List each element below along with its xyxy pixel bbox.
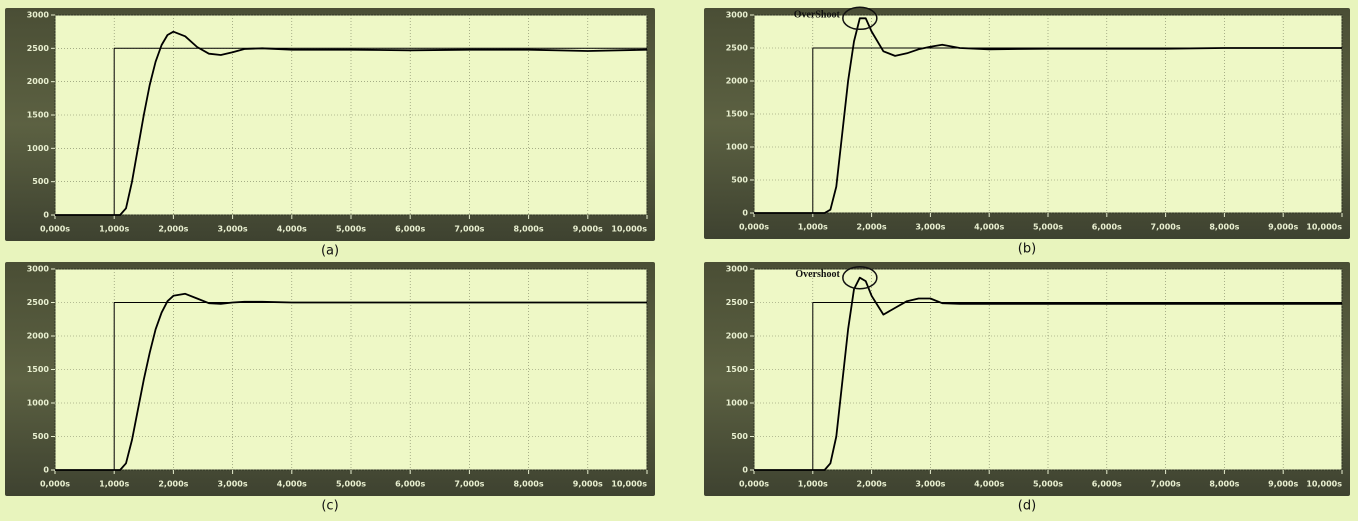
x-tick-label: 5,000s (1033, 223, 1063, 232)
x-tick-label: 10,000s (1306, 223, 1342, 232)
x-tick-label: 9,000s (1268, 223, 1298, 232)
x-tick-label: 2,000s (857, 223, 887, 232)
x-tick-label: 8,000s (1209, 480, 1239, 489)
annotation: Overshoot (795, 269, 840, 280)
x-tick-label: 5,000s (336, 225, 366, 234)
y-tick-label: 3000 (726, 11, 749, 20)
x-tick-label: 6,000s (395, 225, 425, 234)
x-tick-label: 2,000s (158, 225, 188, 234)
x-tick-label: 8,000s (1209, 223, 1239, 232)
x-tick-label: 0,000s (40, 480, 70, 489)
y-tick-label: 2500 (726, 298, 749, 307)
y-tick-label: 1000 (27, 399, 50, 408)
x-tick-label: 7,000s (1151, 223, 1181, 232)
series-line (754, 276, 1342, 471)
series-line (55, 47, 647, 216)
x-tick-label: 0,000s (40, 225, 70, 234)
y-tick-label: 1500 (726, 110, 749, 119)
y-tick-label: 2000 (726, 332, 749, 341)
x-tick-label: 0,000s (739, 480, 769, 489)
y-tick-label: 0 (742, 466, 748, 475)
y-tick-label: 500 (731, 432, 748, 441)
x-tick-label: 6,000s (1092, 480, 1122, 489)
y-tick-label: 1500 (726, 365, 749, 374)
x-tick-label: 9,000s (573, 480, 603, 489)
caption: (d) (1018, 499, 1036, 514)
x-tick-label: 7,000s (1151, 480, 1181, 489)
x-tick-label: 8,000s (514, 480, 544, 489)
y-tick-label: 2000 (27, 77, 50, 86)
x-tick-label: 4,000s (974, 480, 1004, 489)
x-tick-label: 1,000s (798, 223, 828, 232)
x-tick-label: 3,000s (915, 480, 945, 489)
x-tick-label: 4,000s (974, 223, 1004, 232)
y-tick-label: 1000 (726, 143, 749, 152)
series-line (754, 302, 1342, 471)
x-tick-label: 9,000s (573, 225, 603, 234)
x-tick-label: 3,000s (915, 223, 945, 232)
x-tick-label: 3,000s (218, 480, 248, 489)
x-tick-label: 10,000s (1306, 480, 1342, 489)
y-tick-label: 2500 (726, 44, 749, 53)
y-tick-label: 1000 (726, 399, 749, 408)
y-tick-label: 1000 (27, 144, 50, 153)
y-tick-label: 500 (32, 177, 49, 186)
series-line (55, 30, 648, 216)
annotation-ellipse (842, 265, 878, 290)
y-tick-label: 0 (43, 466, 49, 475)
series-line (754, 17, 1342, 214)
y-tick-label: 2000 (27, 332, 50, 341)
x-tick-label: 1,000s (99, 225, 129, 234)
x-tick-label: 2,000s (158, 480, 188, 489)
y-tick-label: 0 (742, 209, 748, 218)
x-tick-label: 3,000s (218, 225, 248, 234)
caption: (c) (321, 499, 338, 514)
y-tick-label: 2500 (27, 44, 50, 53)
y-tick-label: 0 (43, 211, 49, 220)
caption: (a) (321, 244, 339, 259)
series-line (55, 292, 647, 471)
x-tick-label: 6,000s (395, 480, 425, 489)
caption: (b) (1018, 242, 1036, 257)
annotation-ellipse (842, 6, 878, 31)
x-tick-label: 6,000s (1092, 223, 1122, 232)
x-tick-label: 4,000s (277, 480, 307, 489)
y-tick-label: 2000 (726, 77, 749, 86)
x-tick-label: 1,000s (798, 480, 828, 489)
x-tick-label: 1,000s (99, 480, 129, 489)
x-tick-label: 10,000s (611, 225, 647, 234)
x-tick-label: 10,000s (611, 480, 647, 489)
y-tick-label: 500 (32, 432, 49, 441)
y-tick-label: 1500 (27, 111, 50, 120)
x-tick-label: 0,000s (739, 223, 769, 232)
y-tick-label: 3000 (27, 265, 50, 274)
x-tick-label: 5,000s (336, 480, 366, 489)
x-tick-label: 7,000s (454, 480, 484, 489)
y-tick-label: 3000 (726, 265, 749, 274)
y-tick-label: 3000 (27, 11, 50, 20)
x-tick-label: 8,000s (514, 225, 544, 234)
x-tick-label: 9,000s (1268, 480, 1298, 489)
x-tick-label: 5,000s (1033, 480, 1063, 489)
x-tick-label: 2,000s (857, 480, 887, 489)
x-tick-label: 4,000s (277, 225, 307, 234)
y-tick-label: 500 (731, 176, 748, 185)
y-tick-label: 2500 (27, 298, 50, 307)
annotation: OverShoot (794, 10, 841, 21)
x-tick-label: 7,000s (454, 225, 484, 234)
y-tick-label: 1500 (27, 365, 50, 374)
